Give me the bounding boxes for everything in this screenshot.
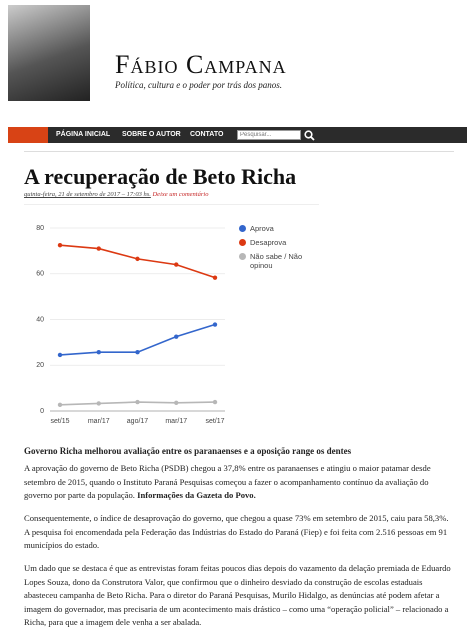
- point: [174, 400, 179, 405]
- comment-link[interactable]: Deixe um comentário: [152, 191, 209, 198]
- nav-item[interactable]: PÁGINA INICIAL: [56, 131, 111, 138]
- y-tick-label: 60: [36, 271, 44, 278]
- x-tick-label: mar/17: [165, 418, 187, 425]
- point: [57, 402, 63, 408]
- paragraph: Consequentemente, o índice de desaprovaç…: [24, 513, 449, 550]
- point: [96, 246, 101, 251]
- paragraph-text: A aprovação do governo de Beto Richa (PS…: [24, 463, 431, 500]
- chart-caption: Governo Richa melhorou avaliação entre o…: [24, 446, 352, 456]
- point: [174, 262, 179, 267]
- nav-accent: [8, 127, 48, 143]
- x-tick-label: set/15: [50, 418, 69, 425]
- y-tick-label: 20: [36, 362, 44, 369]
- x-tick-label: mar/17: [88, 418, 110, 425]
- chart: 0 20 40 60 80 set/15 mar/17 ago/17 mar/17 set/17: [36, 225, 225, 425]
- paragraph: Um dado que se destaca é que as entrevis…: [24, 563, 451, 627]
- line: [59, 244, 216, 279]
- legend-entry: Desaprova: [239, 238, 310, 247]
- post-title: A recuperação de Beto Richa: [24, 164, 297, 189]
- point: [174, 334, 179, 339]
- legend-marker: [239, 225, 246, 232]
- x-tick-label: ago/17: [127, 418, 149, 425]
- legend-marker: [239, 253, 246, 260]
- x-tick-label: set/17: [205, 418, 224, 425]
- point: [212, 399, 218, 405]
- nav-bar: PÁGINA INICIAL SOBRE O AUTOR CONTATO: [8, 127, 467, 143]
- legend-marker: [239, 239, 246, 246]
- paragraph: A aprovação do governo de Beto Richa (PS…: [24, 462, 452, 503]
- point: [96, 401, 101, 406]
- source: Informações da Gazeta do Povo.: [137, 490, 256, 500]
- post-date[interactable]: quinta-feira, 21 de setembro de 2017 – 1…: [24, 191, 151, 198]
- legend-label: Aprova: [250, 224, 274, 233]
- y-tick-label: 40: [36, 316, 44, 323]
- legend-entry: Não sabe / Não opinou: [239, 252, 310, 270]
- search-icon[interactable]: [304, 130, 315, 141]
- y-tick-label: 0: [40, 408, 44, 415]
- point: [57, 352, 63, 358]
- point: [135, 256, 140, 262]
- divider: [24, 151, 454, 152]
- site-subtitle: Política, cultura e o poder por trás dos…: [115, 80, 282, 90]
- site-title[interactable]: Fábio Campana: [115, 50, 287, 79]
- nav-item[interactable]: SOBRE O AUTOR: [122, 131, 181, 138]
- author-photo: [8, 5, 90, 101]
- legend-label: Não sabe / Não opinou: [250, 252, 303, 270]
- post-meta: quinta-feira, 21 de setembro de 2017 – 1…: [24, 191, 208, 198]
- legend-entry: Aprova: [239, 224, 310, 233]
- point: [135, 350, 140, 355]
- legend-label: Desaprova: [250, 238, 287, 247]
- point: [96, 350, 101, 355]
- point: [135, 399, 140, 405]
- search-input[interactable]: [237, 130, 301, 140]
- nav-item[interactable]: CONTATO: [190, 131, 224, 138]
- y-tick-label: 80: [36, 225, 44, 232]
- point: [57, 242, 63, 248]
- point: [212, 322, 218, 327]
- point: [212, 275, 218, 280]
- divider: [24, 204, 319, 205]
